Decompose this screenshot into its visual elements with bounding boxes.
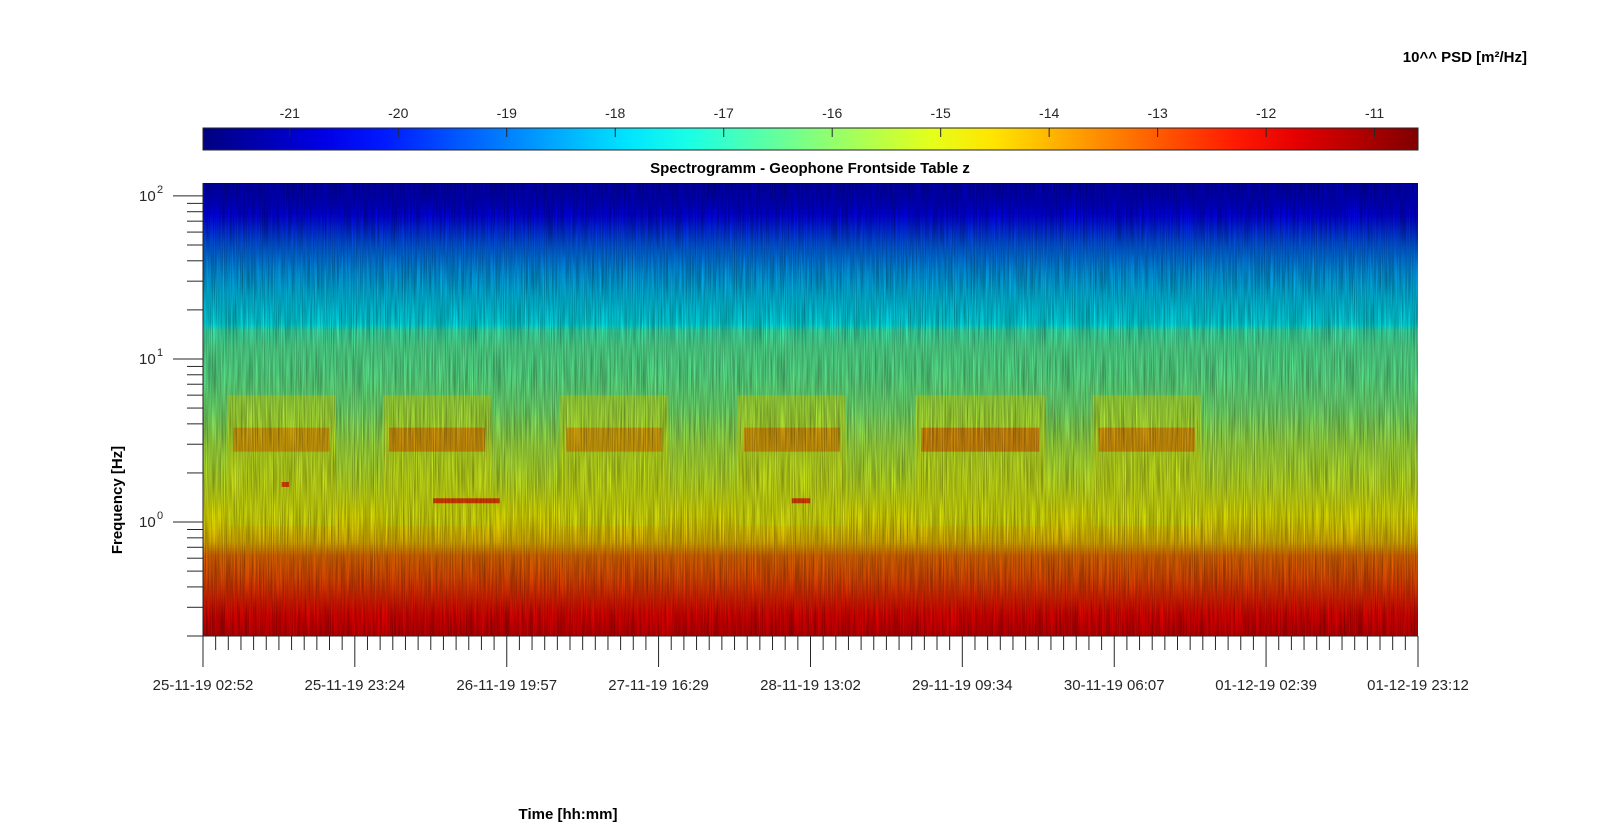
x-tick-label: 25-11-19 02:52 (153, 677, 254, 694)
colorbar-tick-label: -21 (280, 105, 300, 121)
spectrogram-plot-area (203, 183, 1418, 636)
y-axis-label: Frequency [Hz] (109, 446, 126, 554)
colorbar-tick-label: -19 (497, 105, 517, 121)
colorbar-frame (202, 127, 1419, 151)
colorbar: -21 -20 -19 -18 -17 -16 -15 -14 -13 -12 -11 10^^ P… (202, 49, 1527, 151)
colorbar-gradient (203, 128, 1418, 150)
colorbar-ticks: -21 -20 -19 -18 -17 -16 -15 -14 -13 -12 -11 (280, 105, 1384, 137)
colorbar-tick-label: -18 (605, 105, 625, 121)
x-tick-label: 30-11-19 06:07 (1064, 677, 1165, 694)
y-tick-label: 10 (139, 351, 156, 368)
colorbar-tick-label: -14 (1039, 105, 1059, 121)
colorbar-tick-label: -13 (1148, 105, 1168, 121)
y-tick-label: 10 (139, 188, 156, 205)
colorbar-label: 10^^ PSD [m²/Hz] (1403, 49, 1527, 66)
x-tick-label: 26-11-19 19:57 (456, 677, 557, 694)
y-tick-label: 10 (139, 514, 156, 531)
y-tick-exponent: 2 (157, 184, 163, 196)
colorbar-tick-label: -16 (822, 105, 842, 121)
x-tick-label: 01-12-19 23:12 (1367, 677, 1469, 694)
spectrogram-noise-texture (203, 183, 1418, 636)
colorbar-tick-label: -17 (714, 105, 734, 121)
x-axis-label: Time [hh:mm] (519, 806, 618, 823)
colorbar-tick-label: -12 (1256, 105, 1276, 121)
x-axis: 25-11-19 02:52 25-11-19 23:24 26-11-19 19:… (153, 635, 1469, 694)
y-tick-exponent: 1 (157, 347, 163, 359)
colorbar-tick-label: -15 (931, 105, 951, 121)
y-tick-exponent: 0 (157, 510, 163, 522)
chart-title: Spectrogramm - Geophone Frontside Table … (650, 160, 970, 177)
x-tick-label: 25-11-19 23:24 (304, 677, 405, 694)
x-tick-label: 28-11-19 13:02 (760, 677, 861, 694)
x-tick-label: 01-12-19 02:39 (1215, 677, 1317, 694)
colorbar-tick-label: -20 (388, 105, 408, 121)
colorbar-tick-label: -11 (1365, 105, 1384, 121)
x-tick-label: 29-11-19 09:34 (912, 677, 1013, 694)
x-tick-label: 27-11-19 16:29 (608, 677, 709, 694)
